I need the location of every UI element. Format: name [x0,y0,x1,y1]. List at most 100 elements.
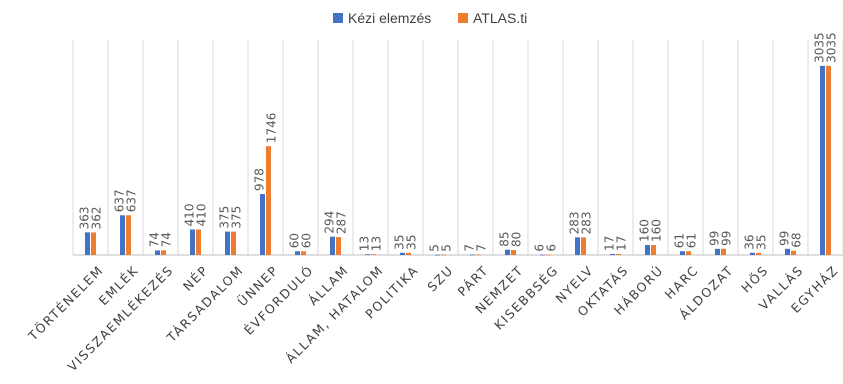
bar [680,251,685,255]
bar [400,252,405,255]
data-label: 36 [743,234,757,249]
bar [266,146,271,255]
bar [365,254,370,255]
data-label: 80 [510,232,524,247]
data-label: 5 [440,244,454,252]
data-label: 61 [673,233,687,248]
data-label: 287 [335,211,349,234]
legend-swatch [333,13,343,23]
data-label: 375 [230,206,244,229]
data-label: 85 [498,231,512,246]
data-label: 6 [533,244,547,252]
bar [826,65,831,255]
bar [750,252,755,255]
bar [85,232,90,255]
bar [330,236,335,255]
bar [470,254,475,256]
legend-label: Kézi elemzés [348,10,431,26]
data-label: 13 [358,236,372,251]
legend: Kézi elemzés ATLAS.ti [333,10,527,26]
bar [540,254,545,256]
data-label: 410 [183,204,197,227]
data-label: 363 [78,206,92,229]
data-label: 3035 [813,32,827,63]
data-label: 35 [755,235,769,250]
bar [295,251,300,255]
data-label: 5 [428,244,442,252]
bar [120,215,125,255]
bar [225,231,230,255]
bar [155,250,160,255]
bar [406,252,411,255]
data-label: 35 [405,235,419,250]
data-label: 637 [113,189,127,212]
bar [441,254,446,256]
bar [336,237,341,255]
data-label: 17 [615,236,629,251]
bar [581,237,586,255]
grid [72,40,843,256]
data-label: 6 [545,244,559,252]
data-label: 1746 [265,113,279,144]
bar [126,215,131,255]
data-label: 160 [638,219,652,242]
bar [371,254,376,255]
bar [721,248,726,255]
data-label: 35 [393,235,407,250]
data-label: 294 [323,211,337,234]
bar [610,253,615,255]
data-label: 7 [475,244,489,252]
data-label: 3035 [825,32,839,63]
category-label: TÖRTÉNELEM [24,262,107,345]
data-label: 13 [370,236,384,251]
data-label: 362 [90,207,104,230]
data-label: 99 [708,231,722,246]
bar [616,253,621,255]
legend-swatch [458,13,468,23]
bar [575,237,580,255]
data-label: 410 [195,204,209,227]
data-label: 283 [580,211,594,234]
data-label: 60 [300,233,314,248]
data-label: 74 [148,232,162,247]
bar [435,254,440,256]
bar [785,248,790,255]
bar [511,250,516,255]
bar [161,250,166,255]
data-label: 375 [218,206,232,229]
bar [231,231,236,255]
bar [820,65,825,255]
data-label: 60 [288,233,302,248]
data-label: 99 [720,231,734,246]
data-label: 7 [463,244,477,252]
bar [686,251,691,255]
data-label: 61 [685,233,699,248]
bar [651,245,656,255]
bar [190,229,195,255]
bar [791,250,796,255]
data-label: 160 [650,219,664,242]
legend-label: ATLAS.ti [473,10,527,26]
bar [91,232,96,255]
bar [715,248,720,255]
data-label: 637 [125,189,139,212]
data-label: 68 [790,232,804,247]
bar [476,254,481,256]
data-label: 99 [778,231,792,246]
data-label: 283 [568,211,582,234]
data-label: 17 [603,236,617,251]
data-label: 978 [253,168,267,191]
bar [301,251,306,255]
bar [645,245,650,255]
bar [546,254,551,256]
category-label: SZU [424,262,456,294]
bar [505,249,510,255]
bars [85,65,831,256]
bar [260,194,265,255]
bar [196,229,201,255]
data-label: 74 [160,232,174,247]
